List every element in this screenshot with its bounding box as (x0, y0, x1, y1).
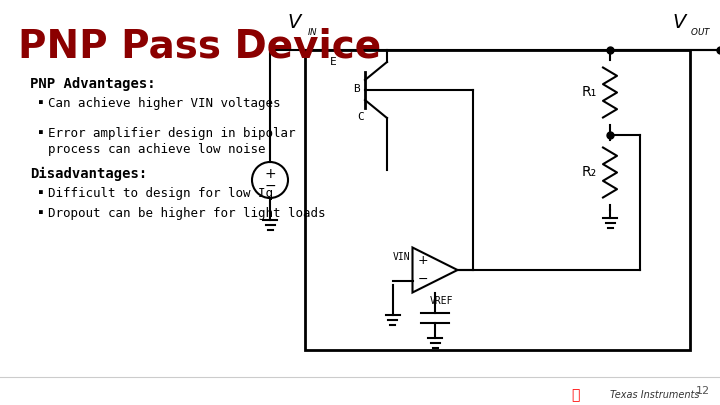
Text: $_{OUT}$: $_{OUT}$ (690, 25, 711, 38)
Text: process can achieve low noise: process can achieve low noise (48, 143, 266, 156)
Text: 🔥: 🔥 (571, 388, 579, 402)
Bar (305, 50, 690, 350)
Text: Disadvantages:: Disadvantages: (30, 167, 148, 181)
Text: Texas Instruments: Texas Instruments (611, 390, 700, 400)
Text: $_{IN}$: $_{IN}$ (307, 25, 318, 38)
Text: Dropout can be higher for light loads: Dropout can be higher for light loads (48, 207, 325, 220)
Text: Difficult to design for low Iq: Difficult to design for low Iq (48, 187, 273, 200)
Text: 12: 12 (696, 386, 710, 396)
Text: ▪: ▪ (38, 97, 44, 107)
Text: −: − (264, 179, 276, 193)
Text: +: + (264, 167, 276, 181)
Text: PNP Pass Device: PNP Pass Device (18, 27, 381, 65)
Text: $V$: $V$ (287, 13, 303, 32)
Text: R₂: R₂ (582, 166, 597, 179)
Text: VREF: VREF (430, 296, 454, 307)
Text: B: B (353, 84, 360, 94)
Text: PNP Advantages:: PNP Advantages: (30, 77, 156, 91)
Text: ▪: ▪ (38, 127, 44, 137)
Text: Can achieve higher VIN voltages: Can achieve higher VIN voltages (48, 97, 281, 110)
Text: E: E (330, 57, 337, 67)
Text: R₁: R₁ (582, 85, 598, 100)
Text: $V$: $V$ (672, 13, 688, 32)
Text: C: C (357, 112, 364, 122)
Text: ▪: ▪ (38, 187, 44, 197)
Text: VIN: VIN (392, 252, 410, 262)
Text: Error amplifier design in bipolar: Error amplifier design in bipolar (48, 127, 295, 140)
Text: +: + (418, 254, 428, 267)
Text: ▪: ▪ (38, 207, 44, 217)
Text: −: − (418, 273, 428, 286)
